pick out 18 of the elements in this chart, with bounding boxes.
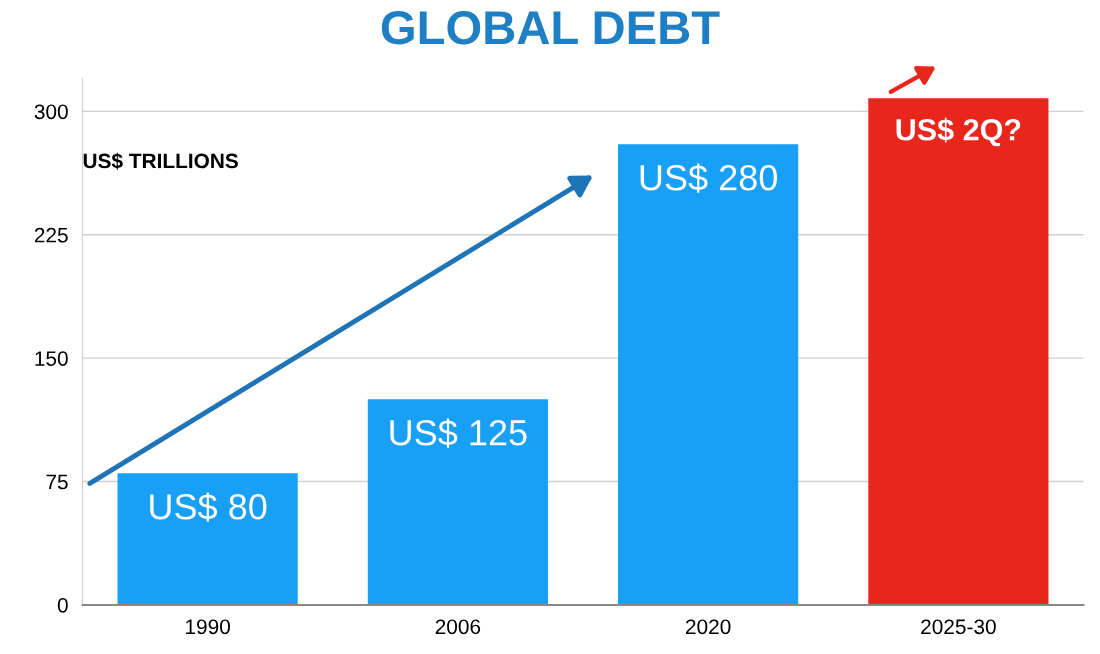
x-tick-label: 1990 <box>186 619 230 635</box>
data-label: US$ 80 <box>150 492 267 522</box>
x-tick-label: 2006 <box>435 619 481 635</box>
chart-title: GLOBAL DEBT <box>381 11 720 45</box>
y-tick-label: 150 <box>35 351 68 366</box>
y-tick-label: 225 <box>34 227 68 243</box>
annotation: US$ TRILLIONS <box>83 152 238 170</box>
y-tick-label: 75 <box>46 474 68 490</box>
bar <box>868 98 1049 605</box>
data-label: US$ 2Q? <box>896 117 1021 147</box>
y-tick-label: 0 <box>57 597 68 613</box>
x-tick-label: 2020 <box>686 619 731 635</box>
x-tick-label: 2025-30 <box>921 619 996 635</box>
y-tick-label: 300 <box>34 104 68 120</box>
bar <box>117 473 298 605</box>
data-label: US$ 125 <box>390 418 527 448</box>
bar <box>618 144 799 605</box>
data-label: US$ 280 <box>640 163 777 193</box>
